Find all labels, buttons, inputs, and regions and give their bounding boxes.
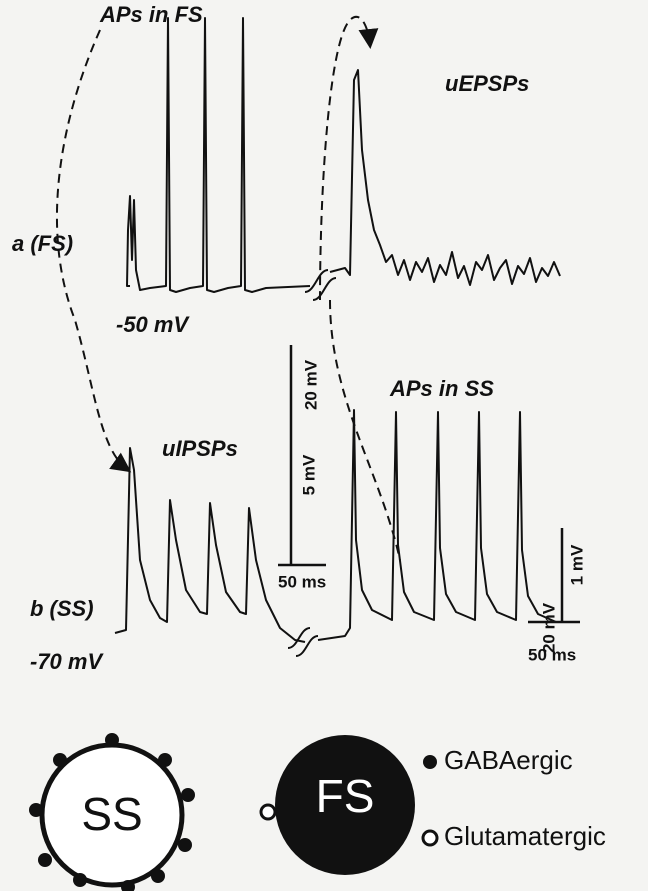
fs-label: FS (316, 770, 375, 822)
legend-gabaergic: GABAergic (444, 745, 573, 775)
panel-b-label: b (SS) (30, 596, 94, 621)
scale-label: 20 mV (301, 359, 320, 410)
break (304, 269, 337, 301)
fs-trace (126, 17, 311, 293)
panel-a-response-title: uEPSPs (445, 71, 529, 96)
legend-marker (421, 829, 439, 847)
arrow-to-uepsp (319, 15, 379, 301)
panel-b-trace-title: APs in SS (389, 376, 494, 401)
scale-label: 1 mV (567, 544, 586, 585)
fs-cell: FS (259, 735, 415, 875)
legend-glutamatergic: Glutamatergic (444, 821, 606, 851)
panel-a-trace-title: APs in FS (99, 2, 203, 27)
panel-a-potential: -50 mV (116, 312, 190, 337)
legend-marker (423, 755, 437, 769)
uipsp-trace (114, 447, 306, 643)
ss-cell: SS (29, 733, 195, 891)
arrow-to-ss (329, 299, 401, 561)
panel-a-label: a (FS) (12, 231, 73, 256)
scale-label: 5 mV (299, 454, 318, 495)
break (287, 627, 319, 657)
panel-b-potential: -70 mV (30, 649, 104, 674)
scale-label: 20 mV (539, 602, 558, 653)
arrow-fs-to-ss (56, 29, 132, 473)
panel-b-response-title: uIPSPs (162, 436, 238, 461)
scale-label: 50 ms (278, 572, 326, 591)
ss-trace (317, 409, 557, 641)
uepsp-trace (329, 69, 561, 286)
scale-label: 50 ms (528, 645, 576, 664)
ss-label: SS (81, 788, 142, 840)
